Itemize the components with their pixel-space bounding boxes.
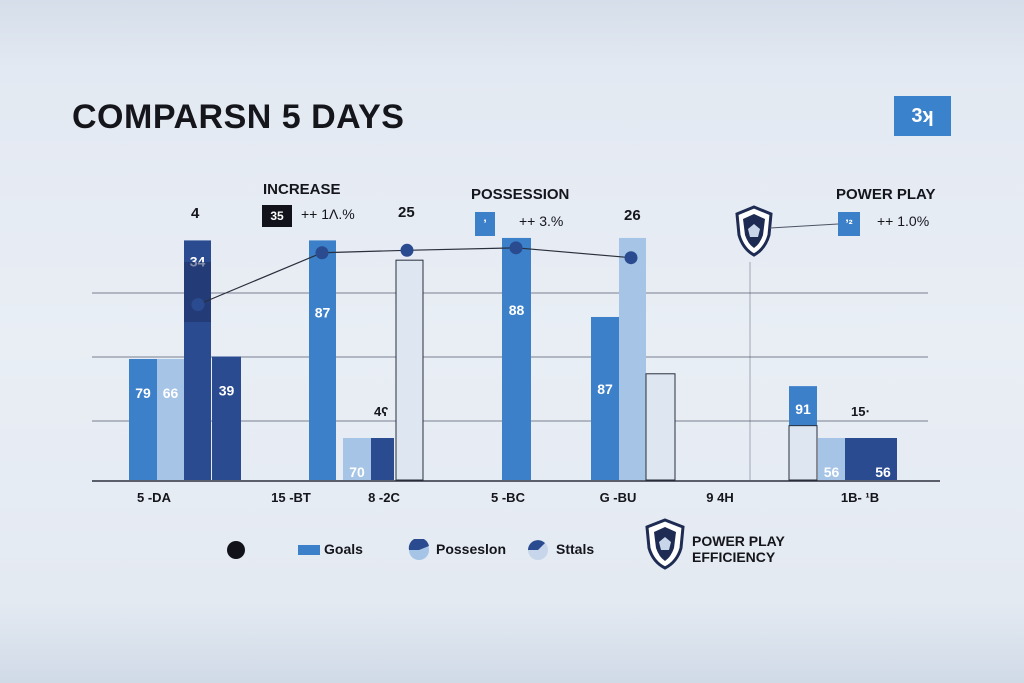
annotation-increase-chip: 35 — [262, 205, 292, 227]
x-tick-label: 9 4H — [706, 490, 734, 505]
bar-value-label: 91 — [795, 401, 811, 417]
annotation-powerplay-title: POWER PLAY — [836, 186, 936, 203]
top-label: 25 — [398, 204, 415, 221]
corner-badge: 3ʞ — [894, 96, 951, 136]
bar — [502, 237, 531, 480]
legend-label-goals: Goals — [324, 541, 363, 557]
top-label: 26 — [624, 207, 641, 224]
bar — [619, 237, 646, 480]
annotation-possession-chip: ’ — [475, 212, 495, 236]
top-label: 4ʕ — [374, 404, 389, 419]
x-tick-label: 15 -BT — [271, 490, 311, 505]
annotation-increase-text: ++ 1Λ.% — [301, 206, 355, 222]
bar-value-label: 56 — [875, 464, 891, 480]
trend-point — [624, 251, 638, 265]
bar — [371, 438, 394, 480]
bar-value-label: 66 — [163, 385, 179, 401]
x-tick-label: 8 -2C — [368, 490, 400, 505]
goals-swatch-icon — [298, 545, 320, 555]
possession-swatch-icon — [408, 539, 429, 560]
x-tick-label: G -BU — [599, 490, 637, 505]
legend-label-possession: Posseslon — [436, 541, 507, 557]
annotation-possession-title: POSSESSION — [471, 186, 570, 203]
x-tick-label: 5 -DA — [137, 490, 171, 505]
trend-point — [191, 298, 205, 312]
annotation-connector — [770, 223, 839, 229]
bar — [788, 425, 818, 481]
shield-icon — [735, 205, 773, 257]
legend-label-power-play: POWER PLAY EFFICIENCY — [692, 533, 785, 565]
bar — [818, 438, 845, 480]
annotation-increase-title: INCREASE — [263, 181, 341, 198]
bar-value-label: 56 — [824, 464, 840, 480]
bar — [845, 438, 869, 480]
bar — [591, 316, 619, 480]
trend-point — [315, 246, 329, 260]
bar — [309, 240, 336, 480]
trend-point — [509, 241, 523, 255]
dot-icon — [227, 541, 245, 559]
annotation-possession-text: ++ 3.% — [519, 213, 564, 229]
x-tick-label: 5 -BC — [491, 490, 525, 505]
x-tick-label: 1B- ¹B — [840, 490, 880, 505]
annotation-powerplay-text: ++ 1.0% — [877, 213, 930, 229]
annotation-powerplay-chip: ’² — [838, 212, 860, 236]
bar — [645, 373, 676, 481]
bar-value-label: 70 — [349, 464, 365, 480]
top-label: 15‧ — [851, 404, 870, 419]
trend-point — [400, 243, 414, 257]
bar — [395, 259, 424, 481]
bar-value-label: 87 — [597, 381, 613, 397]
shots-swatch-icon — [528, 540, 548, 560]
bar-value-label: 79 — [135, 385, 151, 401]
bar — [157, 358, 184, 480]
bar — [343, 438, 371, 480]
bar-value-label: 87 — [315, 304, 331, 320]
shield-icon — [645, 518, 685, 570]
chart-title: COMPARSN 5 DAYS — [72, 98, 405, 136]
top-label: 4 — [191, 205, 200, 222]
bar — [129, 358, 157, 480]
bar — [869, 438, 897, 480]
bar-highlight — [184, 262, 211, 322]
legend-label-shots: Sttals — [556, 541, 595, 557]
bar-value-label: 39 — [219, 383, 235, 399]
bar-value-label: 88 — [509, 302, 525, 318]
bar — [212, 356, 241, 480]
